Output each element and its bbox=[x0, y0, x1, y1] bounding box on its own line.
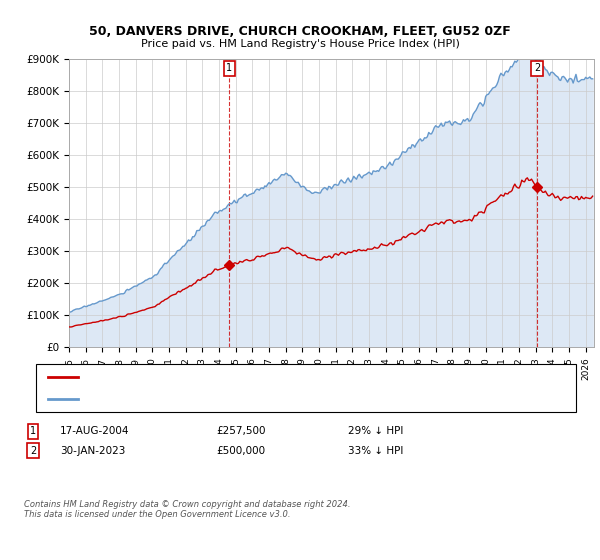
Text: £257,500: £257,500 bbox=[216, 426, 265, 436]
Text: 17-AUG-2004: 17-AUG-2004 bbox=[60, 426, 130, 436]
Text: £500,000: £500,000 bbox=[216, 446, 265, 456]
Text: 50, DANVERS DRIVE, CHURCH CROOKHAM, FLEET, GU52 0ZF: 50, DANVERS DRIVE, CHURCH CROOKHAM, FLEE… bbox=[89, 25, 511, 38]
Text: 2: 2 bbox=[30, 446, 36, 456]
Text: 50, DANVERS DRIVE, CHURCH CROOKHAM, FLEET, GU52 0ZF (detached house): 50, DANVERS DRIVE, CHURCH CROOKHAM, FLEE… bbox=[90, 372, 465, 381]
Text: 30-JAN-2023: 30-JAN-2023 bbox=[60, 446, 125, 456]
Text: Contains HM Land Registry data © Crown copyright and database right 2024.
This d: Contains HM Land Registry data © Crown c… bbox=[24, 500, 350, 519]
Text: HPI: Average price, detached house, Hart: HPI: Average price, detached house, Hart bbox=[90, 395, 287, 404]
Text: Price paid vs. HM Land Registry's House Price Index (HPI): Price paid vs. HM Land Registry's House … bbox=[140, 39, 460, 49]
Text: 1: 1 bbox=[30, 426, 36, 436]
Text: 2: 2 bbox=[534, 63, 540, 73]
Text: 33% ↓ HPI: 33% ↓ HPI bbox=[348, 446, 403, 456]
Text: 1: 1 bbox=[226, 63, 232, 73]
Text: 29% ↓ HPI: 29% ↓ HPI bbox=[348, 426, 403, 436]
